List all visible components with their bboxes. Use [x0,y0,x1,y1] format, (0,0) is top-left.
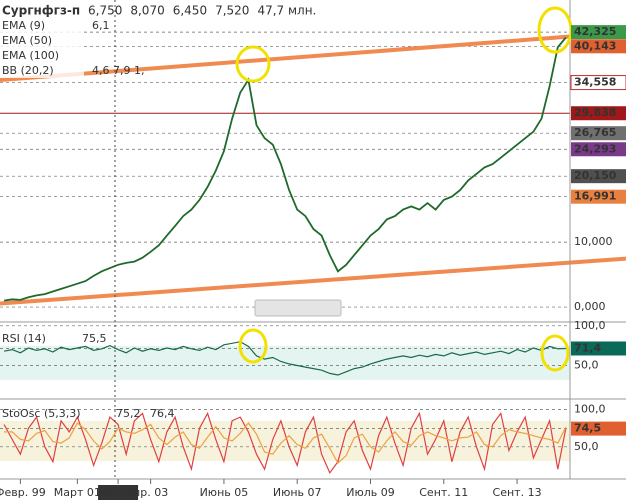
price-tag [571,126,626,141]
price-tag [571,142,626,157]
y-tick-label: 50,0 [574,358,599,371]
y-tick-label: 26,765 [574,126,616,139]
trendline [0,30,626,83]
quote: 7,520 [215,4,249,18]
panel-readout: 76,4 [150,407,175,420]
y-tick-label: 10,000 [574,235,613,248]
legend-readout: 6,1 [92,19,110,32]
price-tag [571,106,626,121]
highlight [235,45,271,83]
price-tag [571,189,626,204]
y-tick-label: 100,0 [574,403,606,416]
price-tag [571,169,626,184]
y-tick-label: 29,838 [574,106,616,119]
y-tick-label: 50,0 [574,440,599,453]
y-tick-label: 100,0 [574,319,606,332]
x-tick-label: Май 02 [98,486,139,499]
legend-entry: EMA (50) [2,34,52,47]
series-line [3,341,566,376]
x-tick-label: Сент. 11 [419,486,468,499]
quote: 8,070 [130,4,164,18]
legend-box [0,49,84,63]
price-tag [571,39,626,54]
y-tick-label: 20,150 [574,169,617,182]
panel-title: StoOsc (5,3,3) [2,407,81,420]
series-line [3,411,567,474]
legend-entry: EMA (9) [2,19,45,32]
panel-readout: 75,5 [82,332,107,345]
legend-box [0,34,84,48]
symbol: Сургнфгз-п [2,4,80,18]
quote: 6,750 [88,4,122,18]
highlight [540,334,570,372]
x-tick-label: Февр. 99 [0,486,46,499]
price-tag [571,25,626,40]
legend-box [0,19,84,33]
y-tick-label: 24,293 [574,142,616,155]
y-tick-label: 40,143 [574,39,616,52]
legend-readout: 4,6 7,9 1, [92,64,144,77]
quote: 47,7 млн. [257,4,316,18]
panel-readout: 75,2 [116,407,141,420]
trendline [0,256,626,306]
scroll-bar[interactable] [254,299,342,317]
price-tag [571,421,626,436]
x-tick-label: Март 01 [54,486,101,499]
x-tick-label: Сент. 13 [493,486,542,499]
scroll-bar[interactable] [254,299,342,317]
y-tick-label: 34,558 [574,76,616,89]
y-tick-label: 74,5 [574,422,601,435]
y-tick-label: 0,000 [574,300,606,313]
x-tick-label: Июнь 05 [200,486,249,499]
x-tick-label: Июнь 07 [273,486,322,499]
price-tag [570,75,626,91]
y-tick-label: 42,325 [574,25,616,38]
panel-title: RSI (14) [2,332,46,345]
y-tick-label: 71,4 [574,341,601,354]
legend-box [0,64,84,78]
y-tick-label: 16,991 [574,190,616,203]
x-tick-label: пр. 03 [133,486,168,499]
series-line [4,422,567,465]
crosshair-label [98,485,139,500]
quote: 6,450 [173,4,207,18]
legend-entry: BB (20,2) [2,64,54,77]
legend-entry: EMA (100) [2,49,59,62]
highlight [238,328,268,364]
x-tick-label: Июль 09 [346,486,395,499]
price-tag [571,341,626,356]
series-line [3,36,567,302]
